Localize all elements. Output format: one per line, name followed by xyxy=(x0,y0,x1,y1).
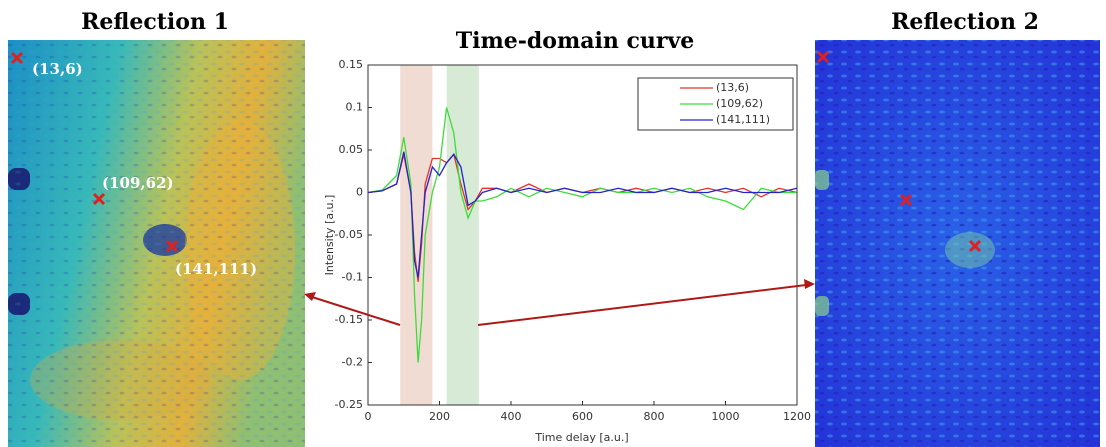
axes-frame xyxy=(367,64,798,406)
x-tick-label: 800 xyxy=(644,410,665,423)
legend-box xyxy=(637,77,794,131)
y-tick-label: 0.05 xyxy=(339,143,364,156)
y-tick-label: 0.15 xyxy=(339,58,364,71)
point-label: (141,111) xyxy=(175,260,257,278)
y-tick-label: -0.1 xyxy=(342,271,363,284)
y-tick-label: -0.05 xyxy=(335,228,363,241)
legend-label: (109,62) xyxy=(716,97,763,110)
point-label: (13,6) xyxy=(32,60,83,78)
image-title: Reflection 1 xyxy=(81,9,229,35)
legend-label: (141,111) xyxy=(716,113,770,126)
chart-title: Time-domain curve xyxy=(456,28,695,54)
arrows xyxy=(304,279,815,326)
y-tick-label: 0 xyxy=(356,186,363,199)
x-axis-label: Time delay [a.u.] xyxy=(534,431,628,444)
point-label: (109,62) xyxy=(102,174,174,192)
highlight-region xyxy=(446,65,479,405)
x-tick-label: 400 xyxy=(501,410,522,423)
image-title: Reflection 2 xyxy=(891,9,1039,35)
y-tick-label: -0.2 xyxy=(342,356,363,369)
series-line xyxy=(367,107,797,363)
series-line xyxy=(367,151,798,278)
x-tick-label: 1200 xyxy=(783,410,811,423)
y-tick-label: -0.25 xyxy=(335,398,363,411)
highlight-region xyxy=(400,65,433,405)
x-tick-label: 1000 xyxy=(712,410,740,423)
reflection-1-image xyxy=(8,40,305,447)
x-tick-label: 0 xyxy=(365,410,372,423)
reflection-2-image xyxy=(815,40,1100,447)
y-tick-label: -0.15 xyxy=(335,313,363,326)
legend-label: (13,6) xyxy=(716,81,749,94)
y-axis-label: Intensity [a.u.] xyxy=(323,195,336,276)
markers xyxy=(10,50,982,253)
y-tick-label: 0.1 xyxy=(346,101,364,114)
x-tick-label: 600 xyxy=(572,410,593,423)
plot: 0.150.10.050-0.05-0.1-0.15-0.2-0.250 200 4… xyxy=(335,58,811,423)
x-tick-label: 200 xyxy=(429,410,450,423)
